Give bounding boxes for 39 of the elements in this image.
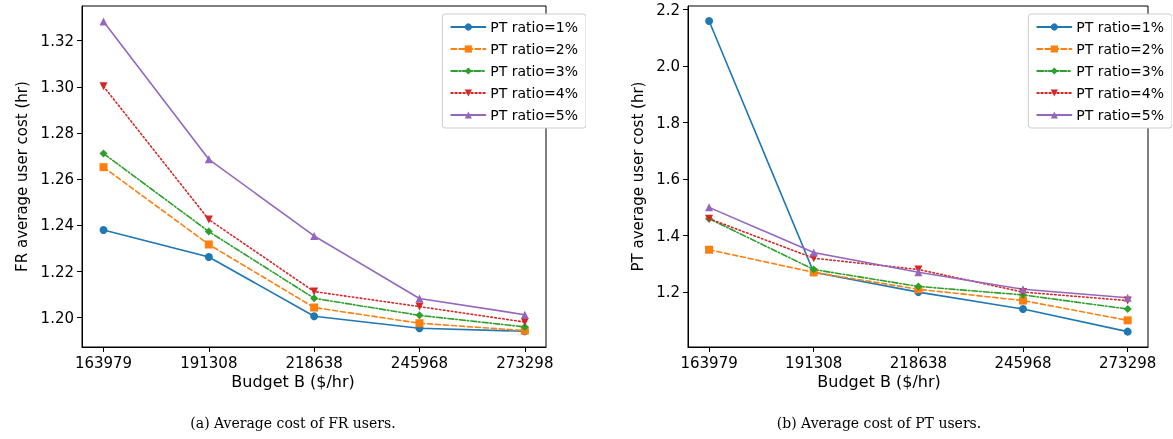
x-tick-label: 218638 [285,353,343,372]
legend-label: PT ratio=4% [1076,85,1165,101]
x-axis-title: Budget B ($/hr) [230,372,356,391]
y-tick-label: 1.30 [40,77,74,96]
x-tick-label: 218638 [889,353,948,372]
x-tick-label: 191308 [180,353,238,372]
y-tick-label: 2.0 [656,57,680,76]
y-axis-title: PT average user cost (hr) [628,81,647,272]
y-tick-label: 1.8 [656,113,680,132]
legend-label: PT ratio=1% [1076,19,1165,35]
x-tick-label: 245968 [994,353,1052,372]
legend-label: PT ratio=2% [1076,41,1165,57]
legend-label: PT ratio=5% [490,107,579,123]
legend-label: PT ratio=5% [1076,107,1165,123]
y-tick-label: 1.20 [40,308,74,327]
y-axis-title: FR average user cost (hr) [13,81,32,272]
y-tick-label: 1.22 [40,262,74,281]
y-tick-label: 1.4 [656,226,680,245]
y-tick-label: 1.32 [40,31,74,50]
y-tick-label: 1.26 [40,170,74,189]
x-tick-label: 273298 [1099,353,1157,372]
legend-label: PT ratio=4% [490,85,579,101]
y-tick-label: 1.28 [40,123,74,142]
y-tick-label: 1.2 [656,283,680,302]
y-tick-label: 1.6 [656,170,680,189]
legend-label: PT ratio=2% [490,41,579,57]
x-tick-label: 245968 [390,353,449,372]
y-tick-label: 2.2 [656,0,680,19]
legend-label: PT ratio=1% [490,19,579,35]
legend-label: PT ratio=3% [490,63,579,79]
x-tick-label: 191308 [785,353,843,372]
x-tick-label: 163979 [680,353,738,372]
x-tick-label: 273298 [496,353,554,372]
x-axis-title: Budget B ($/hr) [816,372,942,391]
legend-label: PT ratio=3% [1076,63,1165,79]
text: (b) Average cost of PT users. [775,415,983,431]
y-tick-label: 1.24 [40,216,74,235]
text: (a) Average cost of FR users. [189,415,397,431]
x-tick-label: 163979 [74,353,133,372]
